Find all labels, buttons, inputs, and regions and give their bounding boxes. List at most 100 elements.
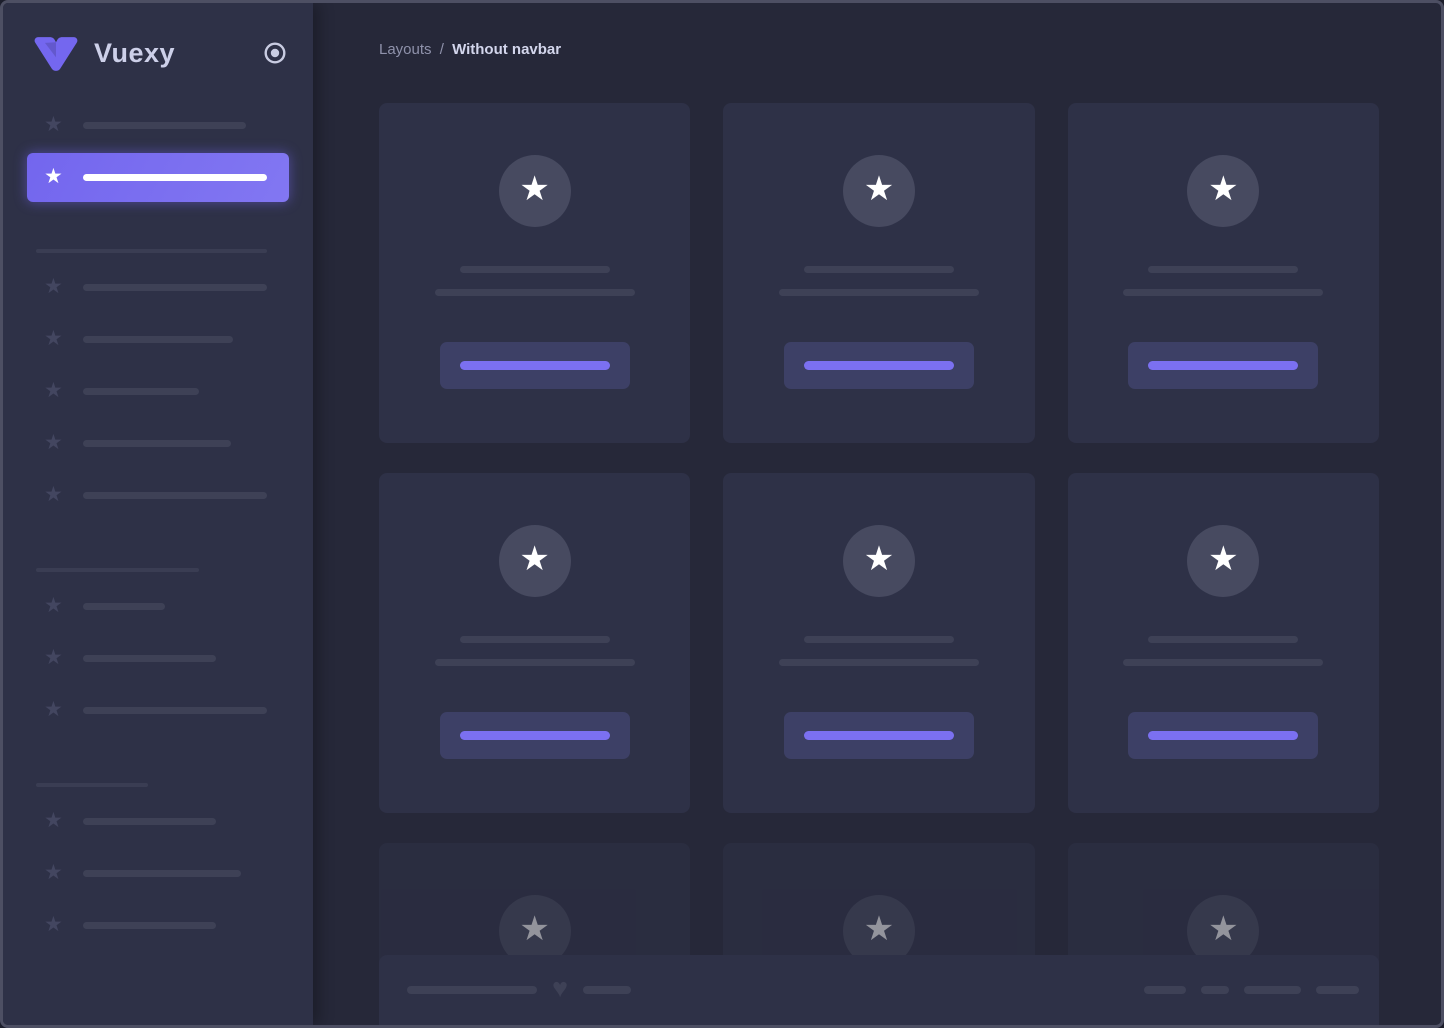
card-subtitle-skeleton [1123,289,1324,296]
menu-label-skeleton [83,121,246,129]
star-icon: ★ [44,430,63,454]
sidebar: Vuexy ★ ★ ★ ★ ★ ★ ★ ★ ★ ★ ★ ★ ★ [3,3,313,1025]
card-action-button[interactable] [1128,342,1319,389]
avatar-circle: ★ [842,155,915,227]
star-icon: ★ [44,165,63,188]
breadcrumb: Layouts / Without navbar [379,41,561,58]
avatar-circle: ★ [498,155,571,227]
sidebar-item[interactable]: ★ [27,795,289,847]
brand-name: Vuexy [94,37,176,68]
demo-card: ★ [379,473,691,813]
card-subtitle-skeleton [434,659,635,666]
radio-dot-icon[interactable] [263,41,287,65]
star-icon: ★ [519,170,550,208]
footer-bar: ♥ [379,955,1379,1025]
star-icon: ★ [1208,540,1239,578]
star-icon: ★ [44,326,63,350]
menu-label-skeleton [83,174,267,181]
star-icon: ★ [44,697,63,721]
star-icon: ★ [44,112,63,136]
footer-skeleton-bar [1316,986,1359,994]
sidebar-item[interactable]: ★ [27,847,289,899]
footer-skeleton-bar [1144,986,1186,994]
vuexy-logo-icon [33,33,79,73]
sidebar-item[interactable]: ★ [27,417,289,469]
card-action-button[interactable] [439,712,630,759]
demo-card: ★ [1067,473,1379,813]
sidebar-item[interactable]: ★ [27,632,289,684]
sidebar-item[interactable]: ★ [27,899,289,951]
sidebar-item[interactable]: ★ [27,261,289,313]
card-action-button[interactable] [439,342,630,389]
card-title-skeleton [803,636,954,643]
menu-label-skeleton [83,283,267,291]
avatar-circle: ★ [1187,155,1260,227]
button-label-skeleton [803,361,954,370]
button-label-skeleton [459,361,610,370]
card-action-button[interactable] [783,342,974,389]
card-title-skeleton [803,266,954,273]
sidebar-item[interactable]: ★ [27,99,289,151]
demo-card: ★ [1067,103,1379,443]
main-content: Layouts / Without navbar ★ ★ ★ ★ ★ ★ ★ ★ ★ ♥ [313,3,1441,1025]
star-icon: ★ [44,274,63,298]
star-icon: ★ [1208,170,1239,208]
sidebar-menu: ★ ★ ★ ★ ★ ★ ★ ★ ★ ★ ★ ★ ★ [3,87,313,951]
menu-label-skeleton [83,335,233,343]
card-title-skeleton [459,266,610,273]
menu-label-skeleton [83,602,165,610]
avatar-circle: ★ [1187,525,1260,597]
card-title-skeleton [1148,636,1299,643]
demo-card: ★ [723,473,1035,813]
star-icon: ★ [44,378,63,402]
menu-label-skeleton [83,869,241,877]
sidebar-item[interactable]: ★ [27,313,289,365]
menu-label-skeleton [83,491,267,499]
breadcrumb-current: Without navbar [452,41,562,58]
star-icon: ★ [44,808,63,832]
footer-skeleton-bar [1201,986,1229,994]
card-subtitle-skeleton [778,289,979,296]
menu-label-skeleton [83,439,231,447]
footer-skeleton-bar [1244,986,1301,994]
heart-icon[interactable]: ♥ [552,972,569,1003]
avatar-circle: ★ [498,525,571,597]
star-icon: ★ [519,540,550,578]
card-subtitle-skeleton [434,289,635,296]
button-label-skeleton [1148,361,1299,370]
card-subtitle-skeleton [778,659,979,666]
demo-card: ★ [723,103,1035,443]
menu-label-skeleton [83,921,216,929]
star-icon: ★ [1208,910,1239,948]
sidebar-item[interactable]: ★ [27,580,289,632]
sidebar-item[interactable]: ★ [27,469,289,521]
button-label-skeleton [459,731,610,740]
star-icon: ★ [519,910,550,948]
sidebar-group-header-skeleton [36,568,199,572]
brand-header: Vuexy [3,3,313,87]
menu-label-skeleton [83,817,216,825]
sidebar-group-header-skeleton [36,249,267,253]
footer-right-group [1144,986,1359,994]
menu-label-skeleton [83,654,216,662]
footer-skeleton-bar [407,986,537,994]
sidebar-group-header-skeleton [36,783,148,787]
card-action-button[interactable] [783,712,974,759]
star-icon: ★ [44,593,63,617]
menu-label-skeleton [83,706,267,714]
sidebar-item-active[interactable]: ★ [27,153,289,202]
sidebar-item[interactable]: ★ [27,684,289,736]
breadcrumb-section[interactable]: Layouts [379,41,432,58]
card-title-skeleton [1148,266,1299,273]
star-icon: ★ [44,645,63,669]
sidebar-item[interactable]: ★ [27,365,289,417]
breadcrumb-separator: / [439,41,444,58]
star-icon: ★ [44,860,63,884]
card-action-button[interactable] [1128,712,1319,759]
card-title-skeleton [459,636,610,643]
menu-label-skeleton [83,387,199,395]
footer-skeleton-bar [583,986,632,994]
star-icon: ★ [863,170,895,208]
button-label-skeleton [1148,731,1299,740]
